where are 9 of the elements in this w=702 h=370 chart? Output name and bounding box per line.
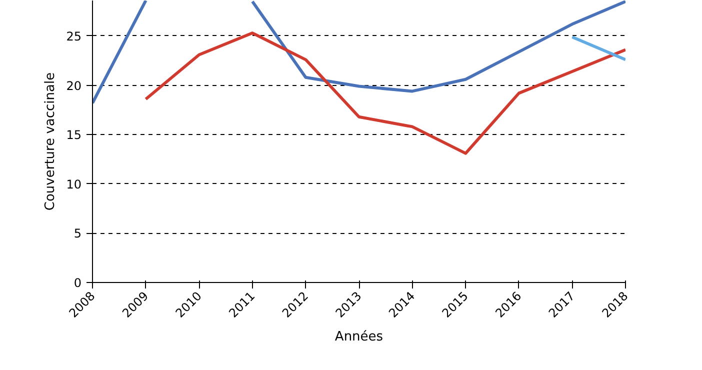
y-tick-label: 10 xyxy=(66,177,82,192)
x-axis-title: Années xyxy=(334,329,384,344)
y-tick-label: 5 xyxy=(74,226,82,241)
y-tick-label: 15 xyxy=(66,128,82,142)
y-tick-label: 0 xyxy=(74,276,82,290)
line-series xyxy=(144,32,626,155)
y-axis-title: Couverture vaccinale xyxy=(43,72,58,211)
y-tick-label: 25 xyxy=(66,29,82,44)
y-tick-label: 20 xyxy=(66,78,82,93)
